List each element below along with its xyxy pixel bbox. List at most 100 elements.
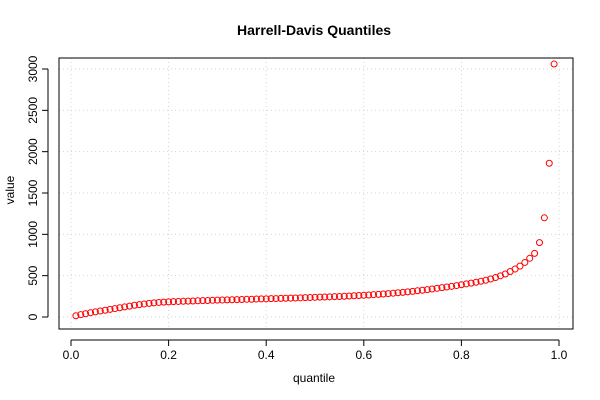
data-point bbox=[433, 284, 441, 292]
data-point bbox=[194, 297, 202, 305]
data-point bbox=[106, 305, 114, 313]
data-point bbox=[404, 288, 412, 296]
data-point bbox=[91, 308, 99, 316]
grid bbox=[59, 58, 573, 329]
data-point bbox=[409, 287, 417, 295]
data-point bbox=[399, 288, 407, 296]
data-point bbox=[140, 300, 148, 308]
data-point bbox=[87, 309, 95, 317]
x-tick-label: 0.2 bbox=[160, 348, 177, 362]
data-point bbox=[365, 291, 373, 299]
data-point bbox=[340, 292, 348, 300]
data-point bbox=[301, 294, 309, 302]
data-point bbox=[218, 296, 226, 304]
data-point bbox=[82, 310, 90, 318]
data-point bbox=[223, 296, 231, 304]
data-point bbox=[370, 291, 378, 299]
data-point bbox=[443, 283, 451, 291]
data-point bbox=[282, 294, 290, 302]
data-point bbox=[331, 293, 339, 301]
data-point bbox=[531, 249, 539, 257]
data-point bbox=[169, 298, 177, 306]
data-point bbox=[492, 273, 500, 281]
data-point bbox=[287, 294, 295, 302]
data-point bbox=[296, 294, 304, 302]
data-point bbox=[423, 286, 431, 294]
data-point bbox=[374, 290, 382, 298]
data-point bbox=[155, 298, 163, 306]
data-point bbox=[189, 297, 197, 305]
data-point bbox=[389, 289, 397, 297]
data-point bbox=[111, 305, 119, 313]
data-point bbox=[174, 297, 182, 305]
y-tick-label: 2000 bbox=[26, 138, 40, 165]
data-point bbox=[477, 277, 485, 285]
data-point bbox=[438, 284, 446, 292]
data-point bbox=[184, 297, 192, 305]
data-point bbox=[496, 272, 504, 280]
data-point bbox=[316, 293, 324, 301]
data-points bbox=[72, 60, 558, 320]
data-point bbox=[428, 285, 436, 293]
data-point bbox=[535, 239, 543, 247]
data-point bbox=[345, 292, 353, 300]
data-point bbox=[262, 295, 270, 303]
data-point bbox=[526, 254, 534, 262]
data-point bbox=[277, 294, 285, 302]
data-point bbox=[540, 214, 548, 222]
data-point bbox=[77, 311, 85, 319]
data-point bbox=[135, 301, 143, 309]
x-axis-label: quantile bbox=[293, 371, 335, 385]
data-point bbox=[145, 299, 153, 307]
data-point bbox=[121, 303, 129, 311]
data-point bbox=[101, 306, 109, 314]
x-tick-label: 0.4 bbox=[258, 348, 275, 362]
data-point bbox=[482, 276, 490, 284]
data-point bbox=[384, 290, 392, 298]
data-point bbox=[326, 293, 334, 301]
data-point bbox=[116, 304, 124, 312]
data-point bbox=[394, 289, 402, 297]
data-point bbox=[291, 294, 299, 302]
data-point bbox=[209, 296, 217, 304]
chart-title: Harrell-Davis Quantiles bbox=[237, 22, 391, 38]
data-point bbox=[130, 301, 138, 309]
data-point bbox=[321, 293, 329, 301]
data-point bbox=[248, 295, 256, 303]
x-tick-label: 1.0 bbox=[551, 348, 568, 362]
x-tick-label: 0.8 bbox=[453, 348, 470, 362]
data-point bbox=[179, 297, 187, 305]
data-point bbox=[467, 279, 475, 287]
data-point bbox=[472, 278, 480, 286]
data-point bbox=[272, 295, 280, 303]
data-point bbox=[126, 302, 134, 310]
y-tick-label: 1000 bbox=[26, 221, 40, 248]
x-tick-label: 0.0 bbox=[63, 348, 80, 362]
data-point bbox=[243, 295, 251, 303]
data-point bbox=[545, 159, 553, 167]
y-axis-label: value bbox=[3, 175, 17, 204]
data-point bbox=[516, 262, 524, 270]
x-tick-label: 0.6 bbox=[355, 348, 372, 362]
data-point bbox=[267, 295, 275, 303]
data-point bbox=[448, 282, 456, 290]
data-point bbox=[413, 287, 421, 295]
y-tick-label: 500 bbox=[26, 265, 40, 285]
data-point bbox=[160, 298, 168, 306]
data-point bbox=[550, 60, 558, 68]
data-point bbox=[252, 295, 260, 303]
y-tick-label: 0 bbox=[26, 313, 40, 320]
data-point bbox=[150, 299, 158, 307]
data-point bbox=[238, 295, 246, 303]
data-point bbox=[257, 295, 265, 303]
data-point bbox=[233, 296, 241, 304]
x-axis: 0.0 0.2 0.4 0.6 0.8 1.0 bbox=[63, 339, 568, 362]
data-point bbox=[306, 293, 314, 301]
plot-area bbox=[58, 57, 574, 330]
data-point bbox=[199, 297, 207, 305]
data-point bbox=[228, 296, 236, 304]
data-point bbox=[457, 281, 465, 289]
y-tick-label: 1500 bbox=[26, 179, 40, 206]
y-tick-label: 2500 bbox=[26, 97, 40, 124]
